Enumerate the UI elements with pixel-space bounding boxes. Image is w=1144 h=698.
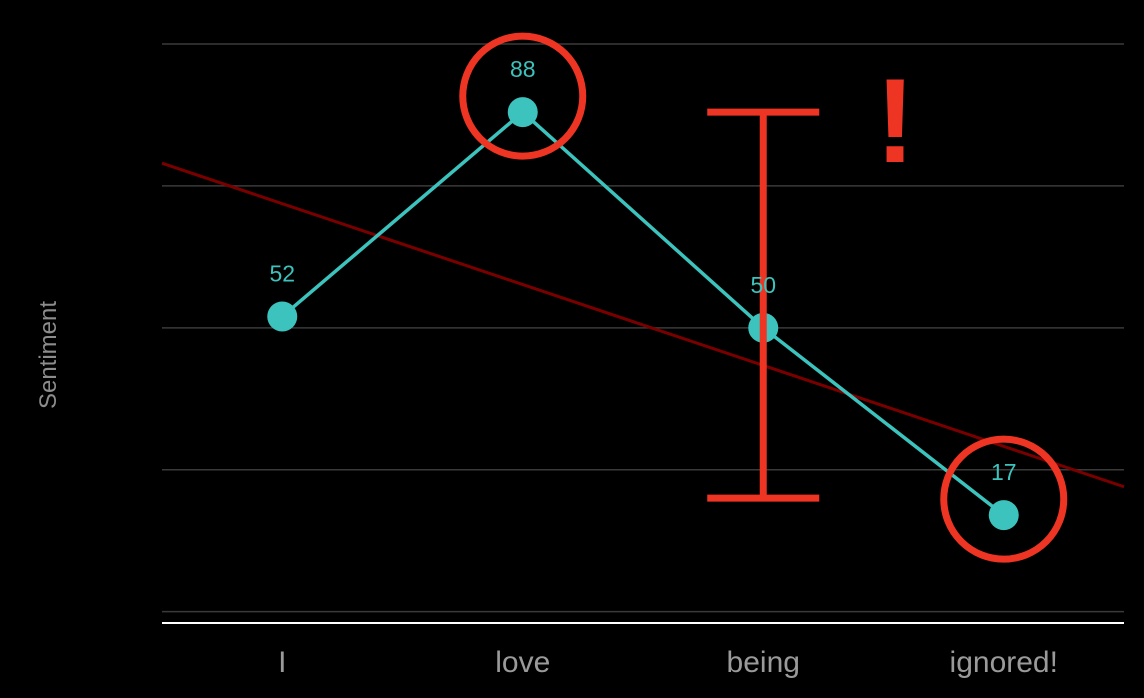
x-tick-label: I <box>278 646 286 679</box>
series-line <box>281 109 1005 517</box>
series-sentiment <box>267 97 1019 531</box>
data-point-love <box>507 97 538 128</box>
y-axis-label: Sentiment <box>35 301 62 409</box>
labels: 52 88 50 17 I love being ignored! <box>269 56 1058 679</box>
data-label: 52 <box>269 260 295 286</box>
trend-line <box>161 161 1125 489</box>
data-label: 88 <box>510 56 536 82</box>
trendline <box>161 161 1125 489</box>
annotations: ! <box>459 32 1068 563</box>
annotation-exclamation: ! <box>875 54 915 188</box>
gridlines <box>162 43 1124 624</box>
data-point-i <box>267 301 298 332</box>
data-label: 17 <box>991 459 1017 485</box>
data-label: 50 <box>750 272 776 298</box>
x-tick-label: love <box>495 646 550 679</box>
x-tick-label: being <box>727 646 800 679</box>
annotation-circle <box>940 435 1068 563</box>
annotation-circle <box>459 32 587 160</box>
x-tick-label: ignored! <box>950 646 1058 679</box>
data-point-ignored- <box>988 500 1019 531</box>
